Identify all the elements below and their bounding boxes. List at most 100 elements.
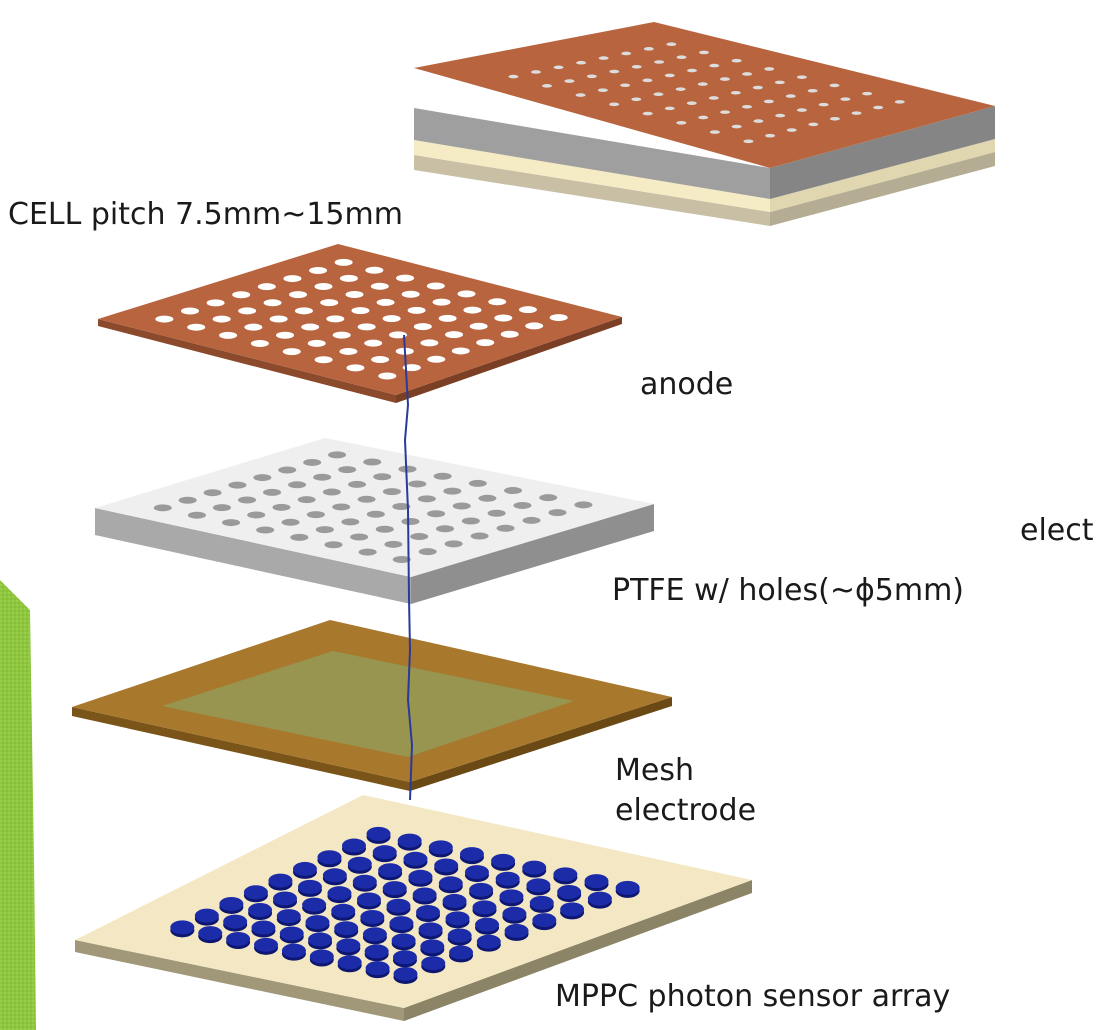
sensor-pad xyxy=(365,961,390,979)
hole xyxy=(232,291,251,299)
hole xyxy=(334,258,353,266)
hole xyxy=(281,518,300,526)
hole xyxy=(522,516,541,524)
sensor-pad xyxy=(428,840,453,858)
hole xyxy=(288,481,307,489)
hole xyxy=(289,291,308,299)
sensor-pad xyxy=(522,860,547,878)
hole xyxy=(366,510,385,518)
sensor-pad xyxy=(403,851,428,869)
hole xyxy=(326,315,345,323)
hole xyxy=(564,79,575,83)
hole xyxy=(203,489,222,497)
sensor-pad xyxy=(248,903,273,921)
hole xyxy=(180,307,199,315)
hole-grid xyxy=(508,42,905,144)
sensor-pad xyxy=(532,913,557,931)
hole xyxy=(851,111,862,115)
hole xyxy=(247,511,266,519)
hole xyxy=(358,548,377,556)
hole xyxy=(389,331,408,339)
hole xyxy=(244,323,263,331)
hole xyxy=(212,315,231,323)
hole xyxy=(219,331,238,339)
hole xyxy=(488,298,507,306)
hole xyxy=(297,496,316,504)
hole xyxy=(609,69,620,74)
sensor-pad xyxy=(491,853,516,871)
sensor-pad xyxy=(331,903,356,921)
hole xyxy=(396,274,415,282)
hole xyxy=(709,130,720,134)
hole xyxy=(720,110,731,114)
hole xyxy=(894,100,905,104)
hole xyxy=(752,85,763,90)
sensor-pad xyxy=(302,897,327,915)
sensor-pad xyxy=(442,893,467,911)
sensor-pad xyxy=(434,858,459,876)
sensor-pad xyxy=(254,937,279,955)
hole xyxy=(339,347,358,355)
hole xyxy=(764,67,775,71)
hole xyxy=(306,511,325,519)
sensor-pad xyxy=(327,886,352,904)
sensor-pad xyxy=(308,932,333,950)
hole xyxy=(609,102,620,107)
hole xyxy=(357,323,376,331)
hole xyxy=(743,139,754,144)
hole xyxy=(427,355,446,363)
sensor-pad xyxy=(305,915,330,933)
hole xyxy=(829,83,840,88)
sensor-pad xyxy=(342,838,367,856)
hole xyxy=(420,339,439,347)
hole xyxy=(222,519,241,527)
hole xyxy=(698,115,709,120)
sensor-pad xyxy=(587,891,612,909)
hole xyxy=(382,488,401,496)
hole xyxy=(504,487,523,495)
hole xyxy=(272,503,291,511)
hole xyxy=(840,97,851,101)
hole xyxy=(418,548,437,556)
hole xyxy=(398,465,417,473)
hole xyxy=(548,509,567,517)
hole xyxy=(631,97,642,102)
sensor-pad xyxy=(309,949,334,967)
hole xyxy=(348,480,367,488)
sensor-pad xyxy=(418,922,443,940)
sensor-pad xyxy=(292,861,317,879)
hole xyxy=(212,504,231,512)
hole xyxy=(666,42,677,47)
sensor-pad xyxy=(504,923,529,941)
sensor-pad xyxy=(279,926,304,944)
hole xyxy=(818,102,829,107)
hole xyxy=(862,91,873,96)
hole xyxy=(642,111,653,116)
sensor-pad xyxy=(412,887,437,905)
sensor-pad xyxy=(372,845,397,863)
hole xyxy=(322,488,341,496)
sensor-pad-grid xyxy=(170,826,640,984)
sensor-pad xyxy=(421,956,446,974)
hole xyxy=(530,70,541,74)
hole xyxy=(642,78,653,83)
sensor-pad xyxy=(472,900,497,918)
hole xyxy=(438,314,457,322)
sensor-pad xyxy=(389,916,414,934)
signal-wire xyxy=(403,334,414,801)
sensor-pad xyxy=(219,896,244,914)
hole xyxy=(382,315,401,323)
hole xyxy=(315,526,334,534)
sensor-pad xyxy=(416,905,441,923)
hole xyxy=(796,75,807,79)
hole xyxy=(402,364,421,372)
sensor-pad xyxy=(469,882,494,900)
hole xyxy=(469,322,488,330)
hole xyxy=(541,84,552,88)
hole xyxy=(363,458,382,466)
hole xyxy=(443,487,462,495)
hole xyxy=(392,503,411,511)
sensor-pad xyxy=(476,934,501,952)
hole xyxy=(763,99,774,104)
hole xyxy=(753,119,764,123)
